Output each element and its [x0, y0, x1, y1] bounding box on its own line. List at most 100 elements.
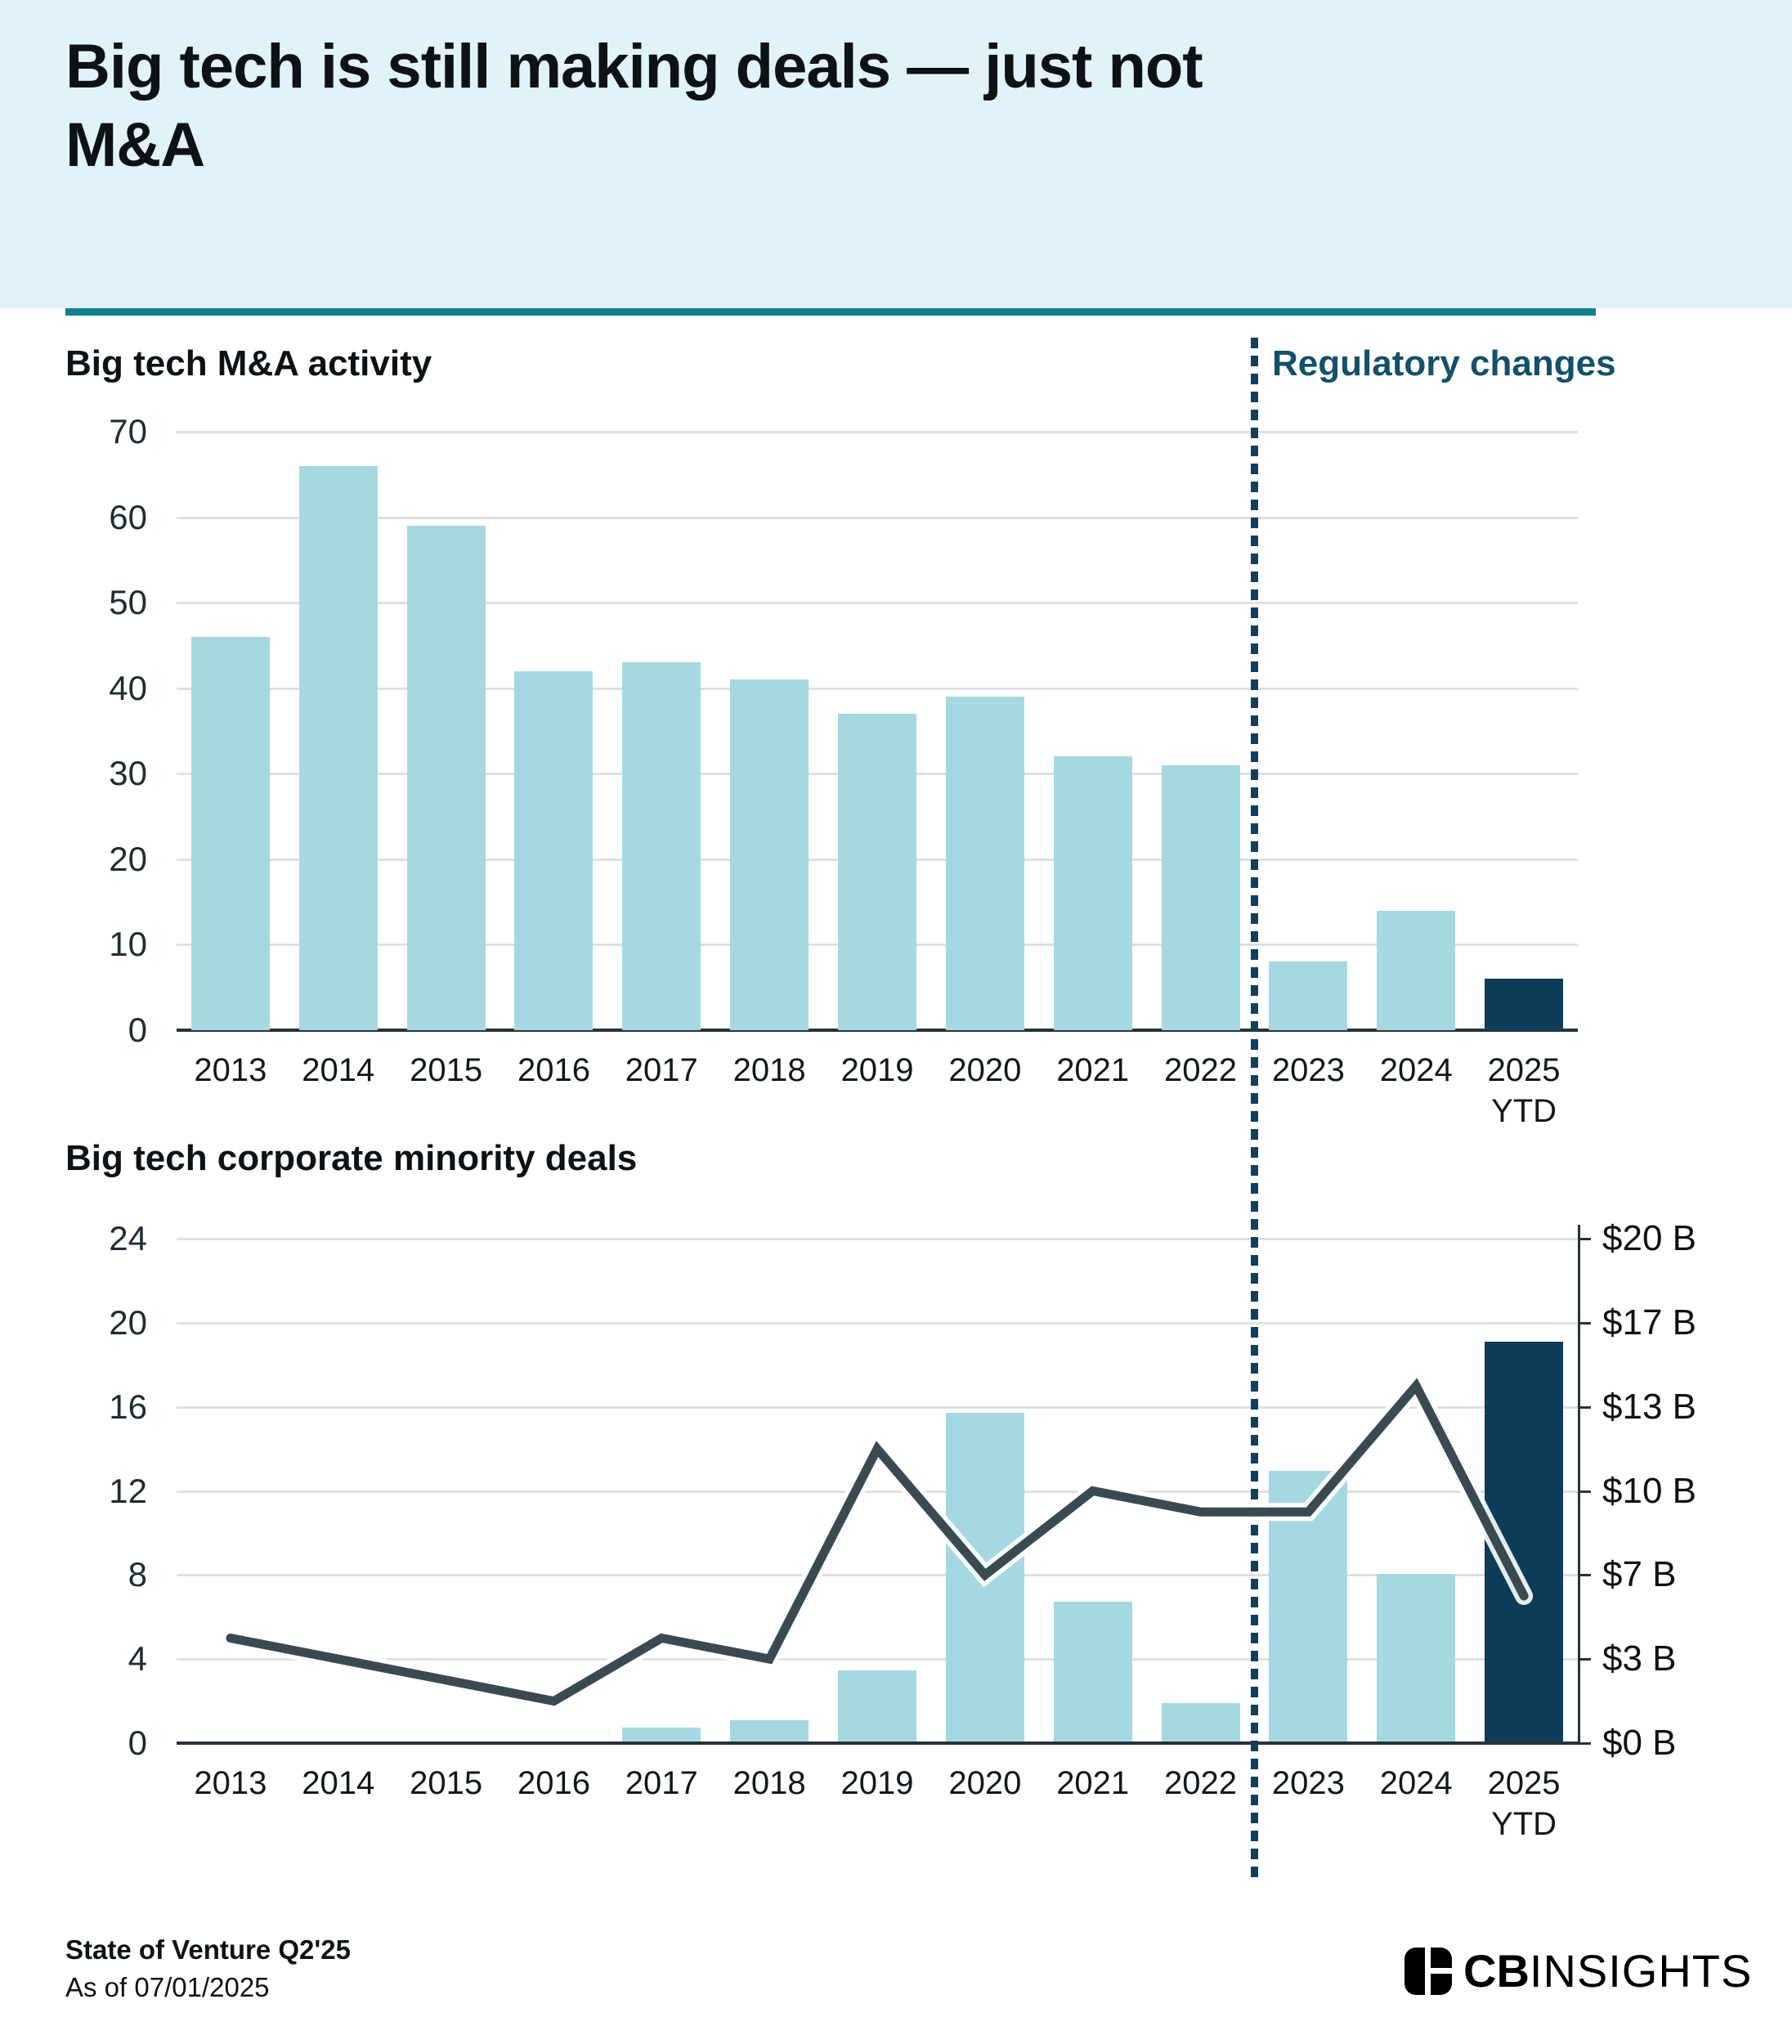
bar-2021: [1053, 1602, 1132, 1743]
bar-2017: [622, 662, 701, 1030]
bar-2019: [838, 1670, 916, 1743]
x-axis-label: 2020: [948, 1765, 1022, 1801]
report-name: State of Venture Q2'25: [65, 1934, 351, 1965]
x-axis-label: 2017: [625, 1052, 698, 1088]
header-divider-rule: [65, 308, 1596, 316]
deal-count-line: [221, 1369, 1534, 1711]
bar-2018: [730, 679, 809, 1030]
regulatory-divider-dotted-line: [1251, 338, 1258, 1878]
right-axis-tick: [1578, 1405, 1591, 1409]
bar-2017: [622, 1728, 701, 1743]
x-axis-label: 2019: [840, 1052, 914, 1088]
x-axis-line: [177, 1741, 1578, 1745]
bar-2020: [945, 697, 1024, 1030]
x-axis-label: 2018: [732, 1052, 806, 1088]
bar-2018: [730, 1720, 809, 1743]
y-axis-tick-label: 60: [109, 497, 147, 536]
right-axis-tick-label: $20 B: [1602, 1218, 1696, 1258]
bar-2024: [1377, 1574, 1456, 1743]
bar-2022: [1161, 764, 1240, 1030]
left-axis-tick-label: 20: [109, 1302, 147, 1342]
chart2-title: Big tech corporate minority deals: [65, 1138, 638, 1178]
x-axis-label: 2024: [1379, 1765, 1453, 1801]
y-axis-tick-label: 70: [109, 412, 147, 450]
page-title: Big tech is still making deals — just no…: [65, 32, 1203, 180]
x-axis-label: 2014: [302, 1765, 375, 1801]
right-axis-tick-label: $0 B: [1602, 1723, 1677, 1763]
x-axis-label: 2019: [840, 1765, 914, 1801]
right-axis-tick-label: $3 B: [1602, 1638, 1677, 1679]
right-axis-tick-label: $10 B: [1602, 1470, 1696, 1511]
left-axis-tick-label: 12: [109, 1471, 147, 1510]
x-axis-label: 2018: [732, 1765, 806, 1801]
x-axis-label: 2021: [1056, 1765, 1130, 1801]
gridline: [177, 516, 1578, 519]
x-axis-label: 2016: [517, 1765, 590, 1801]
x-axis-line: [177, 1029, 1578, 1032]
logo-text-cb: CB: [1463, 1945, 1530, 1997]
right-axis-line: [1578, 1225, 1580, 1743]
left-axis-tick-label: 16: [109, 1387, 147, 1426]
gridline: [177, 1405, 1578, 1409]
x-axis-label: 2014: [302, 1052, 375, 1088]
gridline: [177, 1238, 1578, 1240]
left-axis-tick-label: 0: [128, 1724, 147, 1762]
logo-text-insights: INSIGHTS: [1529, 1945, 1753, 1997]
header-banner: [0, 0, 1792, 308]
gridline: [177, 1658, 1578, 1661]
x-axis-label: 2016: [517, 1052, 590, 1088]
right-axis-tick: [1578, 1321, 1591, 1325]
right-axis-tick: [1578, 1574, 1591, 1577]
x-axis-label: 2013: [194, 1765, 267, 1801]
x-axis-label: 2023: [1271, 1765, 1345, 1801]
bar-2025 YTD: [1485, 979, 1564, 1030]
gridline: [177, 431, 1578, 433]
x-axis-label: 2025 YTD: [1487, 1052, 1561, 1129]
x-axis-label: 2024: [1379, 1052, 1453, 1088]
right-axis-tick: [1578, 1658, 1591, 1661]
as-of-date: As of 07/01/2025: [65, 1972, 270, 2002]
bar-2022: [1161, 1702, 1240, 1743]
bar-2021: [1053, 756, 1132, 1030]
y-axis-tick-label: 0: [128, 1011, 147, 1049]
x-axis-label: 2022: [1164, 1052, 1238, 1088]
right-axis-tick-label: $13 B: [1602, 1386, 1696, 1427]
cbinsights-logo: CBINSIGHTS: [1404, 1944, 1752, 1997]
x-axis-label: 2020: [948, 1052, 1022, 1088]
x-axis-label: 2022: [1164, 1765, 1238, 1801]
right-axis-tick-label: $7 B: [1602, 1554, 1677, 1595]
bar-2019: [838, 714, 916, 1030]
x-axis-label: 2015: [410, 1765, 483, 1801]
right-axis-tick: [1578, 1490, 1591, 1493]
bar-2023: [1269, 961, 1348, 1030]
x-axis-label: 2021: [1056, 1052, 1130, 1088]
right-axis-tick: [1578, 1742, 1591, 1745]
x-axis-label: 2023: [1271, 1052, 1345, 1088]
left-axis-tick-label: 8: [128, 1555, 147, 1594]
gridline: [177, 1490, 1578, 1493]
gridline: [177, 602, 1578, 605]
bar-2016: [514, 670, 594, 1030]
bar-2024: [1377, 910, 1456, 1030]
right-axis-tick-label: $17 B: [1602, 1302, 1696, 1342]
gridline: [177, 1321, 1578, 1325]
bar-2013: [190, 636, 270, 1030]
x-axis-label: 2017: [625, 1765, 698, 1801]
y-axis-tick-label: 40: [109, 668, 147, 707]
x-axis-label: 2015: [410, 1052, 483, 1088]
x-axis-label: 2025 YTD: [1487, 1765, 1561, 1842]
regulatory-changes-label: Regulatory changes: [1272, 343, 1616, 383]
chart1-title: Big tech M&A activity: [65, 343, 432, 383]
cbinsights-logo-icon: [1404, 1947, 1452, 1995]
right-axis-tick: [1578, 1238, 1591, 1240]
x-axis-label: 2013: [194, 1052, 267, 1088]
left-axis-tick-label: 4: [128, 1639, 147, 1679]
bar-2014: [298, 465, 378, 1030]
y-axis-tick-label: 50: [109, 583, 147, 622]
gridline: [177, 1574, 1578, 1577]
y-axis-tick-label: 30: [109, 754, 147, 793]
y-axis-tick-label: 20: [109, 839, 147, 878]
gridline: [177, 687, 1578, 690]
left-axis-tick-label: 24: [109, 1219, 147, 1257]
